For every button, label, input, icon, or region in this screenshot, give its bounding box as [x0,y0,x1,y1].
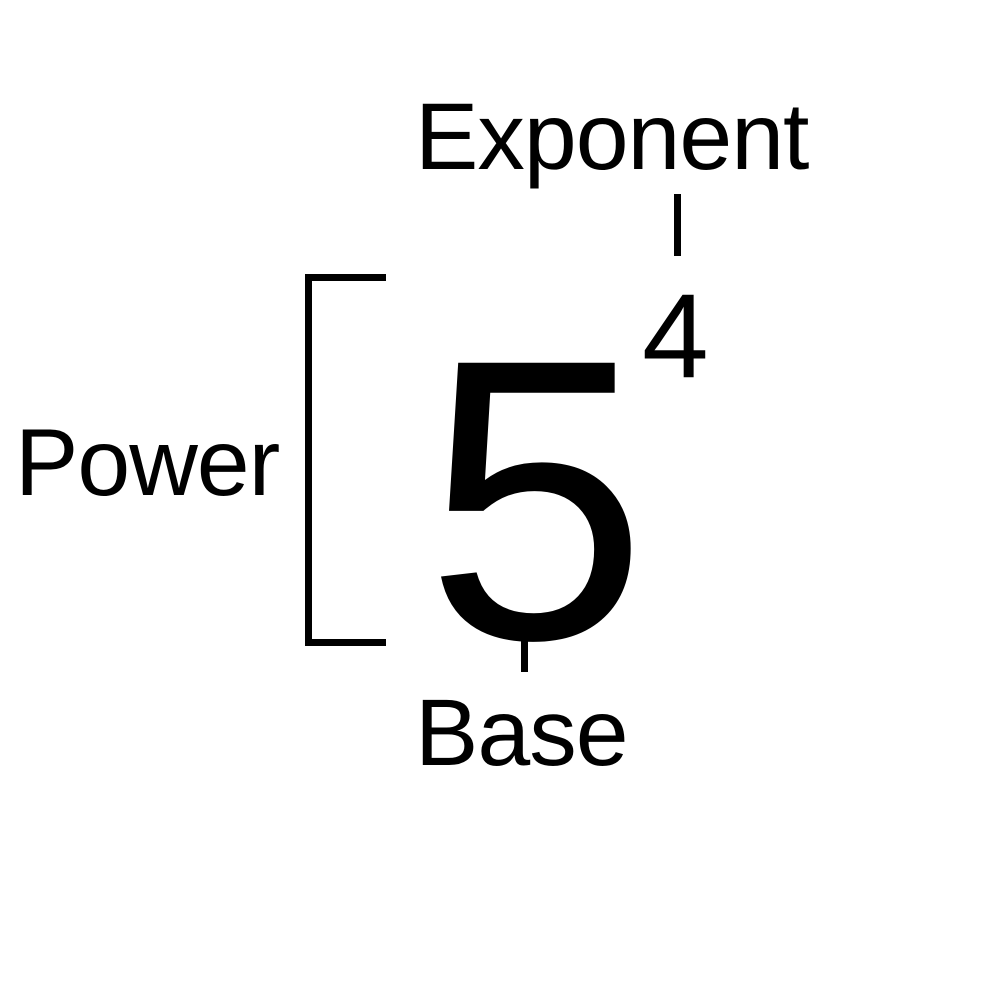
base-label: Base [415,680,629,786]
base-pointer-line [521,614,528,672]
exponent-label: Exponent [415,84,809,190]
base-number: 5 [425,276,648,723]
power-bracket [305,274,386,646]
exponent-number: 4 [642,269,709,403]
power-label: Power [15,410,280,516]
exponent-pointer-line [674,194,681,256]
